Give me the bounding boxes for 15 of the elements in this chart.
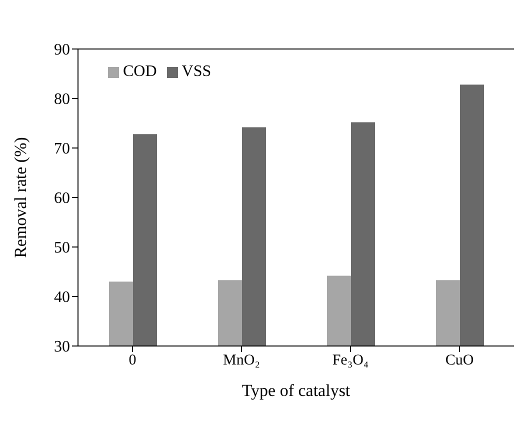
y-tick-label: 60 xyxy=(54,190,70,208)
y-axis-title: Removal rate (%) xyxy=(11,137,30,258)
x-tick-label: CuO xyxy=(445,352,474,369)
x-tick-label: 0 xyxy=(128,352,136,369)
y-tick-label: 90 xyxy=(54,42,70,59)
y-tick-label: 40 xyxy=(54,289,70,306)
x-tick-label: Fe₃O₄ xyxy=(332,352,369,369)
legend-label: VSS xyxy=(182,63,212,80)
y-tick-label: 30 xyxy=(54,338,70,356)
x-axis-title: Type of catalyst xyxy=(242,381,350,400)
y-tick-label: 50 xyxy=(54,240,70,257)
x-tick-label: MnO₂ xyxy=(223,352,260,369)
legend-label: COD xyxy=(123,63,157,80)
y-tick-label: 80 xyxy=(54,91,70,108)
y-tick-label: 70 xyxy=(54,140,70,158)
